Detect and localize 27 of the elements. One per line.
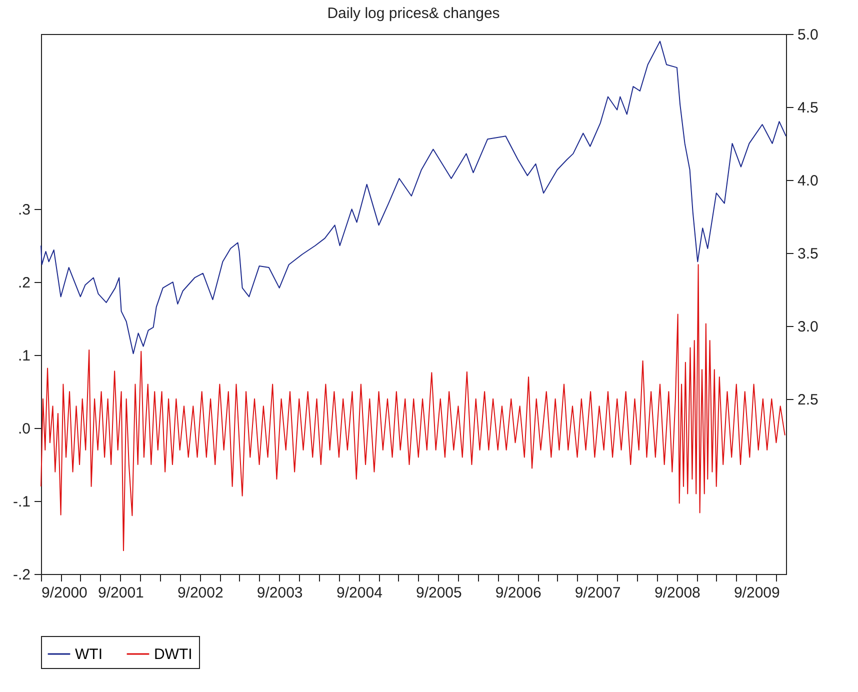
x-tick-label: 9/2004 [336, 584, 382, 602]
line-series [40, 264, 786, 552]
y2-tick-label: 3.5 [798, 245, 818, 262]
chart-title: Daily log prices& changes [327, 5, 500, 22]
legend-label: WTI [75, 646, 102, 663]
y2-tick-label: 4.0 [798, 172, 818, 190]
x-tick-label: 9/2003 [256, 584, 303, 602]
x-tick-label: 9/2007 [574, 584, 621, 602]
x-tick-label: 9/2008 [654, 584, 700, 602]
y-tick-label: .2 [18, 274, 30, 292]
y-tick-label: .1 [18, 348, 30, 365]
x-tick-label: 9/2009 [734, 584, 780, 602]
x-tick-label: 9/2001 [98, 584, 144, 602]
line-series [40, 40, 786, 354]
y2-tick-label: 3.0 [798, 318, 818, 336]
y2-tick-label: 5.0 [798, 26, 818, 44]
y-tick-label: .0 [18, 420, 30, 438]
y2-tick-label: 4.5 [798, 99, 818, 116]
y-tick-label: -.1 [12, 494, 30, 511]
y-tick-label: .3 [18, 202, 30, 219]
x-tick-label: 9/2006 [495, 584, 542, 602]
legend-label: DWTI [154, 646, 192, 663]
x-tick-label: 9/2000 [42, 584, 88, 602]
x-tick-label: 9/2002 [177, 584, 224, 602]
y2-tick-label: 2.5 [798, 391, 818, 408]
y-tick-label: -.2 [12, 566, 30, 584]
x-tick-label: 9/2005 [416, 584, 462, 602]
